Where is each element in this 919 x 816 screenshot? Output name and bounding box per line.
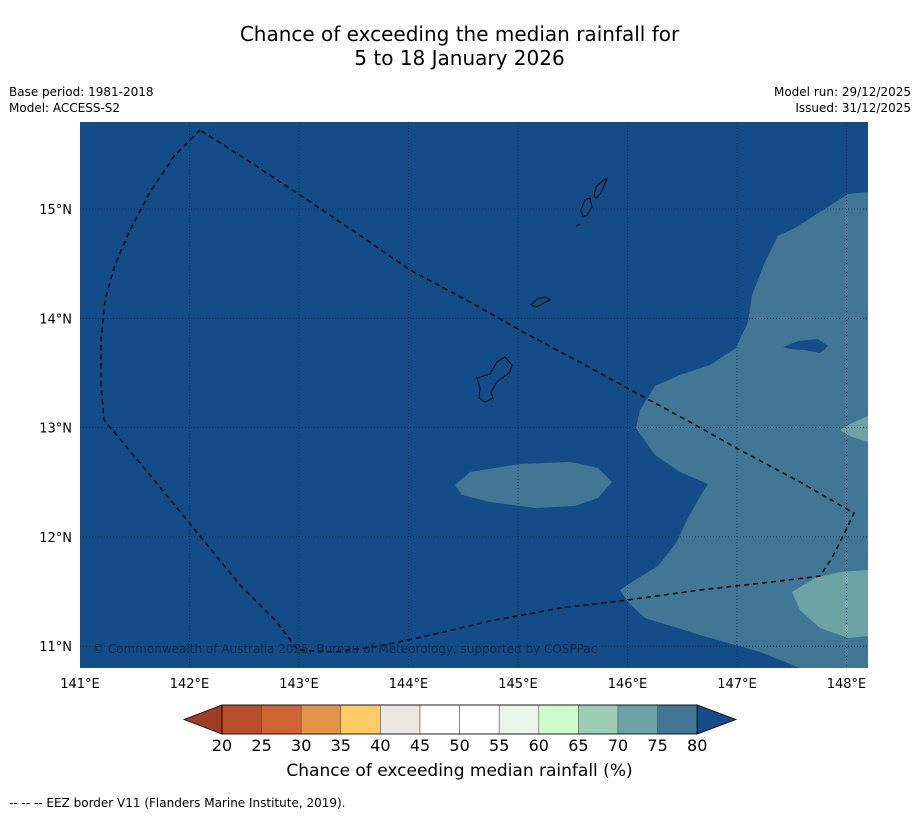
- band-80-hole: [783, 339, 828, 353]
- island-tinian: [580, 197, 593, 218]
- colorbar-tick-label: 35: [331, 736, 351, 755]
- colorbar-segment: [221, 704, 262, 735]
- island-guam: [476, 356, 513, 403]
- colorbar-segment: [498, 704, 540, 735]
- islands: [476, 176, 608, 403]
- colorbar-tick-label: 45: [410, 736, 430, 755]
- band-70-east: [840, 416, 868, 442]
- lon-tick-label: 146°E: [608, 677, 648, 692]
- colorbar-tick-label: 65: [568, 736, 588, 755]
- title-line-2: 5 to 18 January 2026: [354, 46, 565, 70]
- colorbar-tick-label: 20: [212, 736, 232, 755]
- title-line-1: Chance of exceeding the median rainfall …: [239, 22, 680, 46]
- eez-border: [100, 129, 855, 653]
- model-name: Model: ACCESS-S2: [9, 101, 121, 115]
- issued-date: Issued: 31/12/2025: [795, 101, 911, 115]
- band-75-blob: [455, 462, 612, 508]
- colorbar-extend-high: [696, 704, 738, 735]
- model-run: Model run: 29/12/2025: [773, 85, 911, 99]
- lon-tick-label: 141°E: [60, 677, 100, 692]
- grid-lines: [80, 122, 868, 668]
- lon-tick-labels: 141°E 142°E 143°E 144°E 145°E 146°E 147°E 148°E: [60, 677, 866, 692]
- band-70-south: [792, 570, 868, 638]
- colorbar-tick-label: 60: [529, 736, 549, 755]
- copyright-text: © Commonwealth of Australia 2025, Bureau…: [92, 642, 597, 656]
- colorbar-segment: [419, 704, 460, 735]
- lon-tick-label: 148°E: [827, 677, 867, 692]
- colorbar-segment: [261, 704, 302, 735]
- colorbar-segment: [300, 704, 342, 735]
- island-saipan: [593, 176, 608, 199]
- colorbar-tick-label: 40: [370, 736, 390, 755]
- meta-right: Model run: 29/12/2025 Issued: 31/12/2025: [774, 84, 911, 116]
- base-period: Base period: 1981-2018: [9, 85, 154, 99]
- lat-tick-label: 12°N: [39, 531, 72, 546]
- map-panel: © Commonwealth of Australia 2025, Bureau…: [80, 122, 868, 668]
- colorbar-tick-label: 80: [687, 736, 707, 755]
- chart-title: Chance of exceeding the median rainfall …: [0, 22, 919, 70]
- lon-tick-label: 147°E: [717, 677, 757, 692]
- colorbar-outline: [221, 704, 698, 735]
- colorbar-tick-label: 25: [251, 736, 271, 755]
- island-aguijan: [575, 223, 581, 227]
- lat-tick-label: 15°N: [39, 203, 72, 218]
- colorbar-segment: [578, 704, 619, 735]
- meta-left: Base period: 1981-2018 Model: ACCESS-S2: [9, 84, 154, 116]
- lon-tick-label: 144°E: [389, 677, 429, 692]
- lat-tick-label: 13°N: [39, 422, 72, 437]
- colorbar-segment: [617, 704, 658, 735]
- lat-tick-labels: 15°N 14°N 13°N 12°N 11°N: [39, 203, 72, 655]
- colorbar-tick-label: 50: [449, 736, 469, 755]
- lon-tick-label: 145°E: [498, 677, 538, 692]
- island-rota: [530, 296, 551, 308]
- colorbar-tick-label: 75: [647, 736, 667, 755]
- colorbar-segment: [459, 704, 500, 735]
- lon-tick-label: 143°E: [279, 677, 319, 692]
- lat-tick-label: 14°N: [39, 312, 72, 327]
- colorbar: 20 25 30 35 40 45 50 55 60 65 70 75 80: [182, 704, 738, 755]
- colorbar-segment: [657, 704, 698, 735]
- colorbar-tick-label: 70: [608, 736, 628, 755]
- colorbar-tick-label: 55: [489, 736, 509, 755]
- band-75-east: [620, 192, 868, 668]
- colorbar-segment: [340, 704, 381, 735]
- footer-note: -- -- -- EEZ border V11 (Flanders Marine…: [9, 796, 346, 810]
- lat-tick-label: 11°N: [39, 640, 72, 655]
- colorbar-label: Chance of exceeding median rainfall (%): [286, 761, 633, 781]
- lon-tick-label: 142°E: [170, 677, 210, 692]
- colorbar-segment: [380, 704, 421, 735]
- colorbar-extend-low: [182, 704, 223, 735]
- colorbar-tick-label: 30: [291, 736, 311, 755]
- colorbar-segment: [538, 704, 579, 735]
